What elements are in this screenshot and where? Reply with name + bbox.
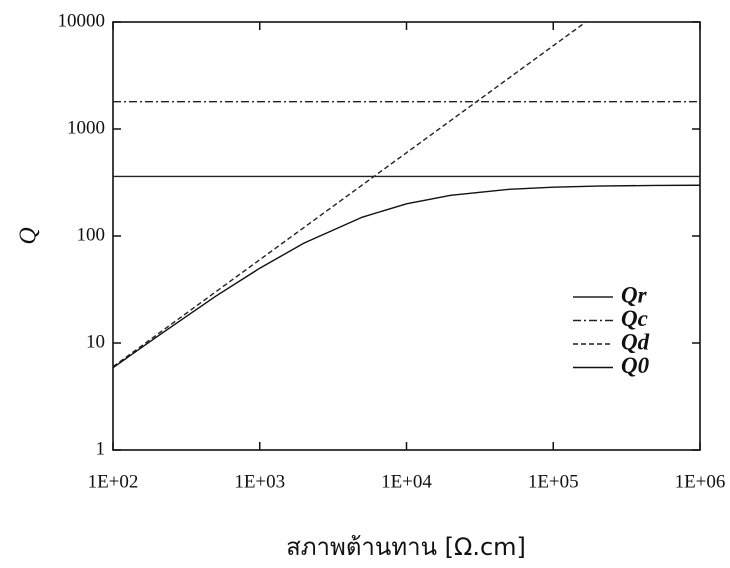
y-tick-label: 10000 — [58, 10, 106, 31]
y-tick-label: 1000 — [67, 117, 105, 138]
x-tick-label: 1E+06 — [675, 471, 726, 492]
x-tick-label: 1E+03 — [234, 471, 285, 492]
legend-label: Qc — [621, 306, 648, 331]
legend-label: Qd — [621, 329, 650, 354]
x-tick-label: 1E+05 — [528, 471, 579, 492]
y-axis-label: Q — [16, 227, 42, 244]
series-line — [113, 184, 700, 369]
x-axis-label: สภาพต้านทาน [Ω.cm] — [286, 533, 526, 561]
plot-frame — [112, 21, 701, 451]
y-tick-label: 100 — [77, 224, 106, 245]
series-line — [113, 22, 588, 368]
legend-label: Qr — [621, 282, 648, 307]
plot-area — [113, 22, 700, 369]
y-tick-label: 10 — [86, 331, 105, 352]
x-tick-label: 1E+02 — [88, 471, 139, 492]
y-tick-label: 1 — [96, 438, 106, 459]
x-tick-label: 1E+04 — [381, 471, 432, 492]
legend-label: Q0 — [621, 353, 650, 378]
